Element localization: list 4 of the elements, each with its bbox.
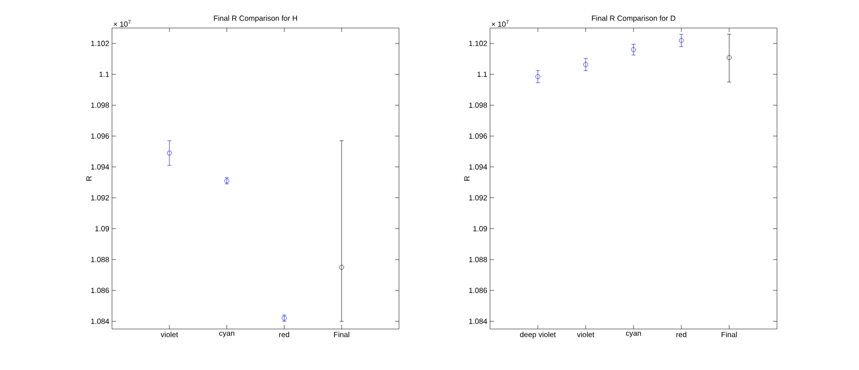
point xyxy=(631,47,636,52)
point xyxy=(678,38,684,43)
point xyxy=(535,74,540,80)
point xyxy=(583,62,588,67)
